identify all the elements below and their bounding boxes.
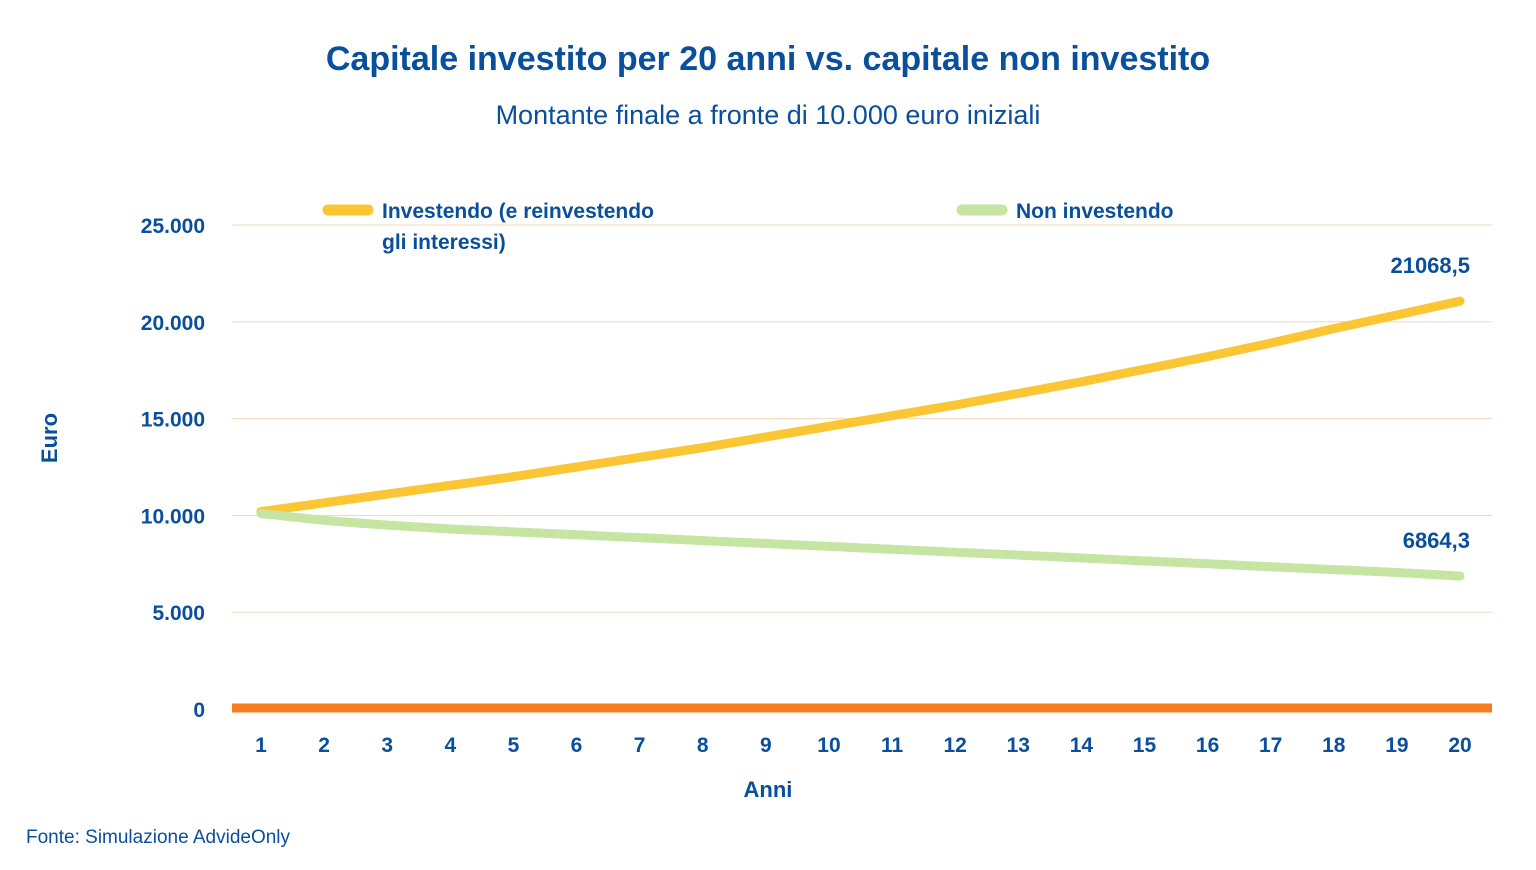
series-layer xyxy=(256,296,1465,581)
x-tick-label: 13 xyxy=(1007,734,1030,757)
grid-layer xyxy=(232,224,1492,713)
y-tick-label: 10.000 xyxy=(141,505,205,528)
x-tick-label: 8 xyxy=(697,734,709,757)
x-tick-label: 4 xyxy=(444,734,456,757)
y-axis-ticks: 0 5.000 10.000 15.000 20.000 25.000 xyxy=(141,215,205,722)
x-tick-label: 5 xyxy=(508,734,520,757)
series-line-non-investendo xyxy=(256,508,1465,581)
legend-label: Investendo (e reinvestendo xyxy=(382,200,654,223)
y-axis-title: Euro xyxy=(37,413,62,463)
y-tick-label: 20.000 xyxy=(141,312,205,335)
legend-label: Non investendo xyxy=(1016,200,1174,223)
x-tick-label: 7 xyxy=(634,734,646,757)
x-tick-label: 15 xyxy=(1133,734,1157,757)
y-tick-label: 0 xyxy=(193,699,205,722)
source-note: Fonte: Simulazione AdvideOnly xyxy=(26,827,291,848)
x-tick-label: 20 xyxy=(1448,734,1471,757)
x-tick-label: 11 xyxy=(881,734,904,757)
x-tick-label: 10 xyxy=(817,734,840,757)
x-tick-label: 16 xyxy=(1196,734,1219,757)
data-label-investendo: 21068,5 xyxy=(1390,253,1470,278)
data-labels: 21068,5 6864,3 xyxy=(1390,253,1470,553)
x-tick-label: 6 xyxy=(571,734,583,757)
x-tick-label: 1 xyxy=(255,734,267,757)
y-tick-label: 15.000 xyxy=(141,409,205,432)
x-tick-label: 19 xyxy=(1385,734,1408,757)
x-tick-label: 2 xyxy=(318,734,330,757)
legend: Investendo (e reinvestendo gli interessi)… xyxy=(322,200,1174,254)
y-tick-label: 5.000 xyxy=(152,602,205,625)
x-tick-label: 9 xyxy=(760,734,772,757)
legend-item-investendo: Investendo (e reinvestendo gli interessi) xyxy=(322,200,654,254)
chart-title: Capitale investito per 20 anni vs. capit… xyxy=(325,40,1211,78)
x-tick-label: 3 xyxy=(381,734,393,757)
y-tick-label: 25.000 xyxy=(141,215,205,238)
legend-label: gli interessi) xyxy=(382,231,506,254)
x-axis-ticks: 1 2 3 4 5 6 7 8 9 10 11 12 13 14 15 16 17 18 19 20 xyxy=(255,734,1472,757)
x-tick-label: 14 xyxy=(1070,734,1094,757)
x-axis-title: Anni xyxy=(744,777,793,802)
series-line-investendo xyxy=(256,296,1465,517)
x-tick-label: 18 xyxy=(1322,734,1346,757)
chart-subtitle: Montante finale a fronte di 10.000 euro … xyxy=(495,100,1041,130)
x-tick-label: 12 xyxy=(943,734,966,757)
legend-item-non-investendo: Non investendo xyxy=(956,200,1174,223)
data-label-non-investendo: 6864,3 xyxy=(1403,528,1470,553)
x-tick-label: 17 xyxy=(1259,734,1282,757)
